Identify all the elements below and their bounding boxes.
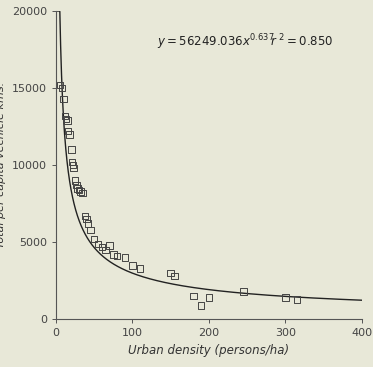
Point [110,252,116,258]
Point [73,182,79,188]
Point [74,185,80,191]
Point [91,236,97,242]
Point [84,216,90,222]
Point [78,188,84,194]
Point [62,113,68,119]
Point [82,213,88,219]
Point [168,270,174,276]
Point [65,128,71,134]
Point [70,162,76,168]
Point [59,85,65,91]
Point [87,227,93,233]
Point [198,302,204,308]
Point [95,241,101,247]
Point [137,265,143,271]
Point [107,242,113,248]
Point [65,117,70,123]
Point [60,96,67,102]
Point [114,253,120,259]
Point [122,255,128,261]
Point [80,190,86,196]
Point [68,147,74,153]
Text: $y= 56249.036x^{0.637}$: $y= 56249.036x^{0.637}$ [157,33,275,52]
Point [129,262,135,268]
Point [67,131,73,137]
Text: $r\ ^{2}= 0.850$: $r\ ^{2}= 0.850$ [270,33,333,49]
Point [240,288,246,294]
Point [172,273,178,279]
Point [63,116,69,122]
Point [206,295,212,301]
Point [103,247,109,253]
Point [294,296,300,302]
Point [57,82,63,88]
Point [70,165,76,171]
Point [76,187,82,193]
Point [282,295,288,301]
Point [85,221,91,227]
Point [69,159,75,165]
Point [191,293,197,299]
Y-axis label: Total per capita vechicle kms.: Total per capita vechicle kms. [0,82,6,248]
Point [99,244,105,250]
X-axis label: Urban density (persons/ha): Urban density (persons/ha) [128,344,289,357]
Point [72,178,78,184]
